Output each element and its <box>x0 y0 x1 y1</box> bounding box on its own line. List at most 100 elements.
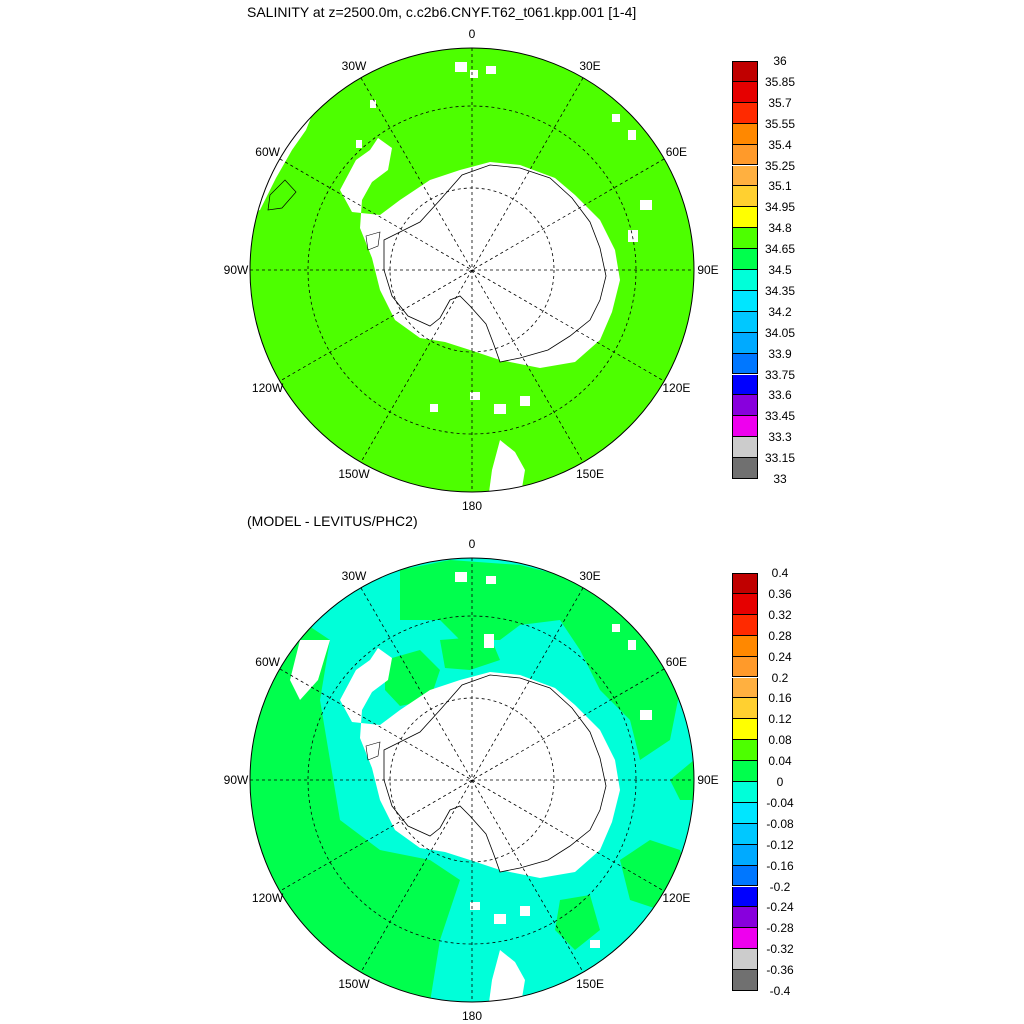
longitude-label: 150E <box>575 977 605 992</box>
colorbar-swatch <box>732 290 758 312</box>
colorbar-label: 0.08 <box>768 733 792 748</box>
longitude-label: 30E <box>579 568 601 583</box>
colorbar-swatch <box>732 458 758 479</box>
longitude-label: 90E <box>697 773 719 787</box>
longitude-label: 120W <box>251 891 284 905</box>
longitude-label: 60E <box>665 145 688 159</box>
colorbar-swatch <box>732 270 758 291</box>
longitude-label: 150E <box>575 467 605 482</box>
colorbar-swatch <box>732 656 758 678</box>
colorbar-swatch <box>732 374 758 396</box>
longitude-label: 150W <box>338 467 370 482</box>
colorbar-label: 33.75 <box>764 367 796 382</box>
colorbar-swatch <box>732 949 758 971</box>
map-title: SALINITY at z=2500.0m, c.c2b6.CNYF.T62_t… <box>247 4 637 20</box>
colorbar-label: 34.8 <box>768 221 792 236</box>
colorbar-label: -0.4 <box>769 984 791 998</box>
longitude-label: 60W <box>255 655 280 669</box>
colorbar-swatch <box>732 970 758 991</box>
colorbar-swatch <box>732 782 758 803</box>
graticule <box>250 48 694 492</box>
colorbar-label: 35.55 <box>764 116 796 131</box>
longitude-label: 30E <box>579 58 601 73</box>
colorbar-swatch <box>732 719 758 741</box>
colorbar-label: 0.24 <box>768 649 792 664</box>
colorbar-label: 35.85 <box>764 74 796 89</box>
colorbar-swatch <box>732 61 758 82</box>
longitude-label: 90W <box>223 773 249 787</box>
colorbar-swatch <box>732 907 758 929</box>
longitude-label: 30W <box>341 58 367 73</box>
longitude-label: 120E <box>662 381 691 395</box>
colorbar-swatch <box>732 928 758 950</box>
colorbar-swatch <box>732 614 758 636</box>
colorbar-swatch <box>732 802 758 824</box>
graticule-bottom <box>250 558 694 1002</box>
colorbar-label: -0.24 <box>766 900 794 915</box>
colorbar-label: 0.36 <box>768 586 792 601</box>
colorbar-label: 33.9 <box>768 346 792 361</box>
colorbar-swatch <box>732 698 758 720</box>
colorbar-label: -0.08 <box>766 816 794 831</box>
colorbar-label: 35.4 <box>768 137 792 152</box>
longitude-label: 150W <box>338 977 370 992</box>
colorbar-label: 33.45 <box>764 409 796 424</box>
colorbar-label: 0.32 <box>768 607 792 622</box>
colorbar-swatch <box>732 886 758 908</box>
longitude-label: 30W <box>341 568 367 583</box>
longitude-label: 0 <box>468 27 476 41</box>
colorbar-label: 34.5 <box>768 263 792 277</box>
longitude-label: 0 <box>468 537 476 551</box>
colorbar-label: 33.15 <box>764 451 796 466</box>
colorbar-swatch <box>732 353 758 375</box>
colorbar-swatch <box>732 249 758 270</box>
colorbar-label: 34.05 <box>764 325 796 340</box>
colorbar-label: 34.35 <box>764 283 796 298</box>
colorbar-swatch <box>732 332 758 354</box>
colorbar-label: 34.2 <box>768 304 792 319</box>
colorbar-swatch <box>732 81 758 103</box>
colorbar-label: 33.6 <box>768 388 792 403</box>
colorbar-label: 0.12 <box>768 712 792 727</box>
colorbar-label: -0.12 <box>766 837 794 852</box>
colorbar-swatch <box>732 186 758 208</box>
colorbar-label: 35.1 <box>768 179 792 194</box>
colorbar-label: 36 <box>773 54 787 68</box>
colorbar-label: 0.16 <box>768 691 792 706</box>
longitude-label: 180 <box>461 1009 483 1023</box>
colorbar-label: 34.65 <box>764 242 796 257</box>
colorbar-label: 0.4 <box>771 566 789 580</box>
colorbar-swatch <box>732 311 758 333</box>
colorbar-label: 33.3 <box>768 430 792 445</box>
colorbar-label: 33 <box>773 472 787 486</box>
colorbar-swatch <box>732 165 758 187</box>
colorbar-label: 0.28 <box>768 628 792 643</box>
colorbar-label: 35.25 <box>764 158 796 173</box>
colorbar-label: -0.36 <box>766 963 794 978</box>
colorbar-swatch <box>732 416 758 438</box>
colorbar-swatch <box>732 144 758 166</box>
colorbar-swatch <box>732 573 758 594</box>
colorbar-swatch <box>732 102 758 124</box>
longitude-label: 90E <box>697 263 719 277</box>
colorbar-label: -0.32 <box>766 942 794 957</box>
colorbar-label: -0.2 <box>769 879 791 894</box>
colorbar-label: -0.04 <box>766 795 794 810</box>
colorbar-swatch <box>732 437 758 459</box>
colorbar-swatch <box>732 761 758 782</box>
longitude-label: 120E <box>662 891 691 905</box>
colorbar-label: 0 <box>776 775 784 789</box>
colorbar-swatch <box>732 740 758 762</box>
longitude-label: 180 <box>461 499 483 513</box>
longitude-label: 120W <box>251 381 284 395</box>
colorbar-label: 34.95 <box>764 200 796 215</box>
longitude-label: 60W <box>255 145 280 159</box>
colorbar-swatch <box>732 635 758 657</box>
colorbar-label: 0.04 <box>768 754 792 769</box>
colorbar-swatch <box>732 207 758 229</box>
difference-map-title: (MODEL - LEVITUS/PHC2) <box>247 513 418 529</box>
colorbar-swatch <box>732 228 758 250</box>
colorbar-label: 35.7 <box>768 95 792 110</box>
colorbar-label: -0.28 <box>766 921 794 936</box>
